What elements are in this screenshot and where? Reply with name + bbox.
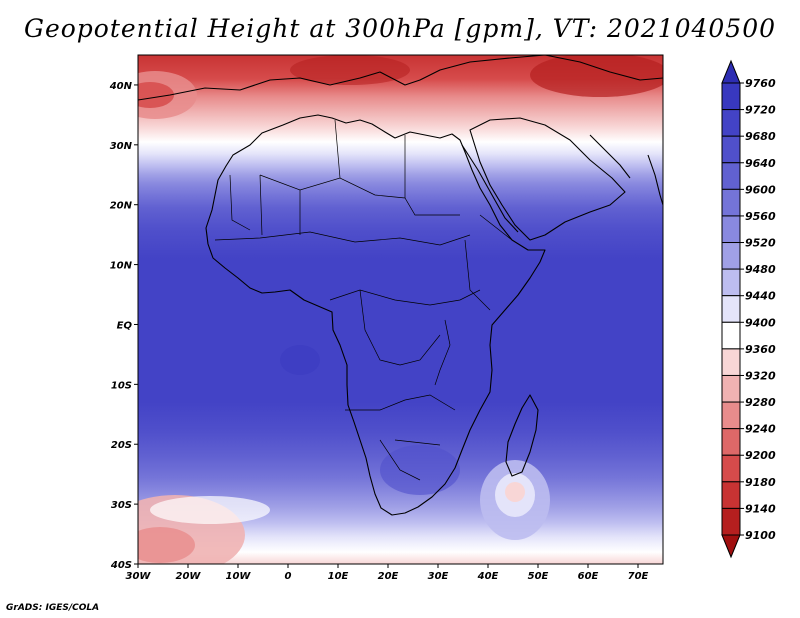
colorbar-segment [721, 268, 741, 297]
colorbar: 9760 9720 9680 9640 9600 9560 9520 9480 9440 9400… [721, 59, 776, 559]
border-east [464, 214, 513, 311]
border-west [229, 174, 301, 236]
lon-tick-label: 30E [428, 571, 449, 582]
lon-tick-label: 70E [628, 571, 649, 582]
border-congo [359, 289, 441, 366]
colorbar-segment [721, 428, 741, 456]
colorbar-segment [721, 135, 741, 164]
colorbar-label: 9320 [745, 369, 776, 382]
lon-tick-label: 10E [328, 571, 349, 582]
anomaly-southwest-trough-core [138, 527, 195, 563]
anomaly-ridge-north [290, 55, 410, 85]
africa-coastline [205, 114, 546, 516]
persian-gulf [589, 134, 631, 179]
colorbar-segment [721, 82, 741, 111]
colorbar-label: 9360 [745, 343, 776, 356]
anomaly-ridge-northeast [530, 55, 663, 97]
lat-tick-label: 10N [110, 261, 133, 272]
lat-tick-label: 40S [110, 560, 132, 571]
colorbar-label: 9440 [745, 290, 776, 303]
grads-credit: GrADS: IGES/COLA [6, 603, 100, 613]
lon-tick-label: 10W [226, 571, 252, 582]
india-coast [647, 154, 663, 206]
anomaly-southwest-white [150, 496, 270, 524]
lon-tick-label: 20E [378, 571, 399, 582]
lat-tick-label: 30N [110, 141, 133, 152]
madagascar [505, 394, 539, 477]
border-libya-egypt [334, 119, 406, 198]
colorbar-segment [721, 295, 741, 323]
latitude-axis: 40N 30N 20N 10N EQ 10S 20S 30S 40S [109, 81, 138, 571]
lat-tick-label: 10S [111, 380, 132, 391]
colorbar-segment [721, 401, 741, 430]
lon-tick-label: 30W [126, 571, 152, 582]
lon-tick-label: 0 [285, 571, 292, 582]
lon-tick-label: 60E [578, 571, 599, 582]
colorbar-label: 9560 [745, 210, 776, 223]
lon-tick-label: 20W [176, 571, 202, 582]
colorbar-segment [721, 454, 741, 483]
field-layer [138, 55, 663, 564]
lat-tick-label: 20S [111, 440, 132, 451]
border-south [345, 394, 456, 481]
lat-tick-label: 40N [109, 81, 133, 92]
colorbar-segment [721, 215, 741, 244]
arabian-peninsula [469, 117, 626, 241]
colorbar-label: 9760 [745, 77, 776, 90]
colorbar-segment [721, 188, 741, 217]
lat-tick-label: 20N [110, 201, 133, 212]
border-sahel [214, 231, 471, 246]
anomaly-low-northwest-core [138, 82, 174, 108]
border-lakes [434, 319, 451, 386]
anomaly-interior-dark [280, 345, 320, 375]
colorbar-label: 9140 [745, 502, 776, 515]
lon-tick-label: 50E [528, 571, 549, 582]
colorbar-top-triangle [721, 59, 741, 84]
colorbar-label: 9600 [745, 183, 776, 196]
lon-tick-label: 40E [477, 571, 499, 582]
red-sea-coast [461, 144, 519, 233]
colorbar-label: 9720 [745, 104, 776, 117]
colorbar-segment [721, 481, 741, 509]
anomaly-southern-africa [380, 445, 460, 495]
colorbar-label: 9400 [745, 316, 776, 329]
colorbar-label: 9200 [745, 449, 776, 462]
lat-tick-label: 30S [111, 500, 132, 511]
colorbar-label: 9640 [745, 157, 776, 170]
map-frame [137, 54, 664, 565]
lat-tick-label: EQ [117, 320, 133, 331]
colorbar-label: 9480 [745, 263, 776, 276]
colorbar-segment [721, 242, 741, 270]
coastlines [138, 55, 663, 516]
country-borders [214, 119, 513, 481]
colorbar-label: 9180 [745, 476, 776, 489]
map-title: Geopotential Height at 300hPa [gpm], VT:… [23, 14, 777, 43]
colorbar-bottom-triangle [721, 534, 741, 559]
colorbar-segment [721, 109, 741, 137]
colorbar-segment [721, 321, 741, 350]
anomaly-cutoff-low-core [505, 482, 525, 502]
colorbar-label: 9100 [745, 529, 776, 542]
colorbar-segment [721, 507, 741, 536]
colorbar-label: 9520 [745, 237, 776, 250]
colorbar-segment [721, 348, 741, 376]
colorbar-label: 9280 [745, 396, 776, 409]
colorbar-label: 9680 [745, 130, 776, 143]
colorbar-segment [721, 374, 741, 403]
longitude-axis: 30W 20W 10W 0 10E 20E 30E 40E 50E 60E 70E [126, 564, 649, 582]
europe-coast [138, 55, 663, 101]
colorbar-segment [721, 162, 741, 190]
colorbar-label: 9240 [745, 423, 776, 436]
border-central [329, 289, 481, 306]
